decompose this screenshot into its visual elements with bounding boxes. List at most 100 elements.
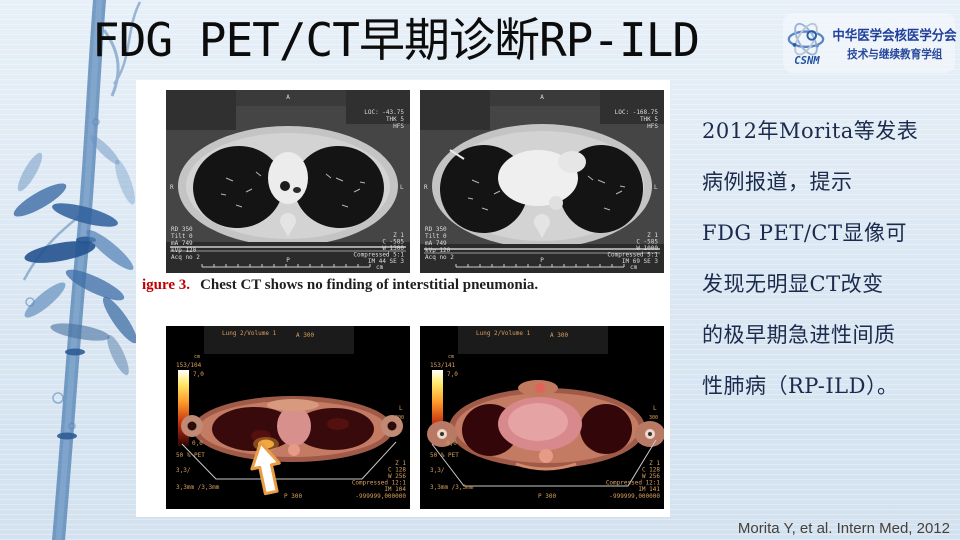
pet2-bed-contour bbox=[431, 439, 657, 487]
pet1-series-label: Lung 2/Volume 1 bbox=[222, 330, 277, 337]
body-text-line: 病例报道，提示 bbox=[702, 170, 853, 194]
pet2-left-number: 300 bbox=[649, 415, 658, 421]
ct2-tilt: Tilt 0 bbox=[425, 233, 447, 240]
pet2-pet-percent: 50 % PET bbox=[430, 452, 459, 459]
ct1-anterior-marker: A bbox=[286, 94, 290, 101]
body-text-line: 性肺病（RP-ILD）。 bbox=[702, 374, 899, 398]
csnm-acronym: CSNM bbox=[794, 55, 820, 67]
ct2-overlay-text: A LOC: -168.75 THK 5 HFS R L RD 350 Tilt… bbox=[424, 94, 658, 271]
pet2-scale-min: 0,0 bbox=[446, 440, 457, 447]
pet-ct-fusion-upper-chest: Lung 2/Volume 1 A 300 cm 153/104 7,0 0,0… bbox=[166, 326, 410, 509]
body-text-line: 发现无明显CT改变 bbox=[702, 272, 884, 296]
ct1-right-marker: R bbox=[170, 184, 174, 191]
ct2-z: Z 1 bbox=[647, 232, 658, 239]
ct-scan-upper-chest: A LOC: -43.75 THK 5 HFS R L RD 350 Tilt … bbox=[166, 90, 410, 273]
pet2-w: W 256 bbox=[642, 473, 660, 480]
ct2-loc: LOC: -168.75 bbox=[615, 109, 659, 116]
pet2-posterior-label: P 300 bbox=[538, 493, 556, 500]
org-logo-text: 中华医学会核医学分会 技术与继续教育学组 bbox=[827, 24, 960, 62]
ct1-left-marker: L bbox=[400, 184, 404, 191]
pet1-color-scale-bar bbox=[178, 370, 189, 446]
ct2-ruler bbox=[455, 264, 625, 268]
ct2-thk: THK 5 bbox=[640, 116, 658, 123]
pet-ct-fusion-heart-level: Lung 2/Volume 1 A 300 cm 153/141 7,0 0,0… bbox=[420, 326, 664, 509]
pet1-numeric-readout: -999999,000000 bbox=[355, 493, 406, 500]
ct1-c: C -585 bbox=[382, 239, 404, 246]
pet1-pet-percent: 50 % PET bbox=[176, 452, 205, 459]
pet1-im: IM 104 bbox=[384, 486, 406, 493]
pet2-scale-id: 153/141 bbox=[430, 362, 456, 369]
pet2-numeric-readout: -999999,000000 bbox=[609, 493, 660, 500]
org-name-line1: 中华医学会核医学分会 bbox=[832, 28, 957, 43]
ct2-posterior-marker: P bbox=[540, 257, 544, 264]
ct2-compressed: Compressed 5:1 bbox=[607, 252, 658, 259]
ct1-posterior-marker: P bbox=[286, 257, 290, 264]
figure-caption-text: Chest CT shows no finding of interstitia… bbox=[200, 277, 539, 293]
ct2-kvp: kVp 120 bbox=[425, 247, 451, 254]
body-text-line: 2012年Morita等发表 bbox=[702, 119, 919, 143]
bamboo-watercolor-decoration bbox=[13, 0, 142, 540]
ct1-compressed: Compressed 5:1 bbox=[353, 252, 404, 259]
ct2-w: W 1000 bbox=[636, 245, 658, 252]
ct1-tilt: Tilt 0 bbox=[171, 233, 193, 240]
slide-title: FDG PET/CT早期诊断RP-ILD bbox=[92, 13, 700, 67]
pet2-anterior-label: A 300 bbox=[550, 332, 568, 339]
pet2-overlay-text: Lung 2/Volume 1 A 300 cm 153/141 7,0 0,0… bbox=[430, 330, 660, 500]
pet1-zoom-factor: 3,3/ bbox=[176, 467, 191, 474]
ct1-thk: THK 5 bbox=[386, 116, 404, 123]
pet2-anatomy bbox=[427, 380, 664, 471]
ct1-anatomy bbox=[178, 126, 398, 246]
ct2-im: IM 69 SE 3 bbox=[622, 258, 659, 265]
body-text-line: FDG PET/CT显像可 bbox=[702, 221, 907, 245]
pet1-left-number: 300 bbox=[395, 415, 404, 421]
org-logo: CSNM 中华医学会核医学分会 技术与继续教育学组 bbox=[783, 13, 957, 73]
pet1-compressed: Compressed 12:1 bbox=[352, 480, 407, 487]
pet2-scale-max: 7,0 bbox=[447, 371, 458, 378]
ct2-cm-label: cm bbox=[630, 264, 638, 271]
pet1-scale-id: 153/104 bbox=[176, 362, 202, 369]
ct2-left-marker: L bbox=[654, 184, 658, 191]
pet1-anterior-label: A 300 bbox=[296, 332, 314, 339]
csnm-atom-logo-icon: CSNM bbox=[787, 22, 825, 67]
pet1-anatomy bbox=[181, 396, 403, 462]
figure-panel: A LOC: -43.75 THK 5 HFS R L RD 350 Tilt … bbox=[136, 80, 670, 517]
ct2-rd: RD 350 bbox=[425, 226, 447, 233]
pet1-pixel-size: 3,3mm /3,3mm bbox=[176, 484, 220, 491]
figure-caption-label: igure 3. bbox=[142, 277, 191, 293]
bamboo-dots bbox=[25, 118, 100, 430]
ct1-ma: mA 749 bbox=[171, 240, 193, 247]
pet1-w: W 256 bbox=[388, 473, 406, 480]
pet1-highlight-arrow bbox=[250, 441, 281, 496]
pet1-bed-contour bbox=[181, 441, 397, 480]
ct-image-row: A LOC: -43.75 THK 5 HFS R L RD 350 Tilt … bbox=[166, 90, 664, 273]
pet1-scale-max: 7,0 bbox=[193, 371, 204, 378]
bamboo-stalk bbox=[51, 0, 107, 540]
figure-caption: igure 3. Chest CT shows no finding of int… bbox=[142, 277, 666, 294]
ct1-cm-label: cm bbox=[376, 264, 384, 271]
bamboo-leaves bbox=[13, 135, 138, 376]
ct1-kvp: kVp 120 bbox=[171, 247, 197, 254]
ct2-c: C -585 bbox=[636, 239, 658, 246]
ct2-ma: mA 749 bbox=[425, 240, 447, 247]
pet2-im: IM 141 bbox=[638, 486, 660, 493]
pet-image-row: Lung 2/Volume 1 A 300 cm 153/104 7,0 0,0… bbox=[166, 326, 664, 509]
pet2-c: C 128 bbox=[642, 467, 660, 474]
ct2-lung-vessels bbox=[467, 175, 626, 211]
ct1-loc: LOC: -43.75 bbox=[364, 109, 404, 116]
ct2-anterior-marker: A bbox=[540, 94, 544, 101]
slide-body-text: 2012年Morita等发表 病例报道，提示 FDG PET/CT显像可 发现无… bbox=[702, 106, 958, 412]
org-name-line2: 技术与继续教育学组 bbox=[846, 49, 943, 61]
ct2-hfs: HFS bbox=[647, 123, 658, 130]
pet1-overlay-text: Lung 2/Volume 1 A 300 cm 153/104 7,0 0,0… bbox=[176, 330, 406, 500]
ct1-rd: RD 350 bbox=[171, 226, 193, 233]
ct2-acq: Acq no 2 bbox=[425, 254, 454, 261]
pet1-scale-min: 0,0 bbox=[192, 440, 203, 447]
ct1-acq: Acq no 2 bbox=[171, 254, 200, 261]
pet1-cm-label: cm bbox=[194, 354, 200, 360]
body-text-line: 的极早期急进性间质 bbox=[702, 323, 896, 347]
ct1-hfs: HFS bbox=[393, 123, 404, 130]
ct-scan-lower-chest: A LOC: -168.75 THK 5 HFS R L RD 350 Tilt… bbox=[420, 90, 664, 273]
reference-citation: Morita Y, et al. Intern Med, 2012 bbox=[737, 520, 950, 537]
pet1-z: Z 1 bbox=[395, 460, 406, 467]
